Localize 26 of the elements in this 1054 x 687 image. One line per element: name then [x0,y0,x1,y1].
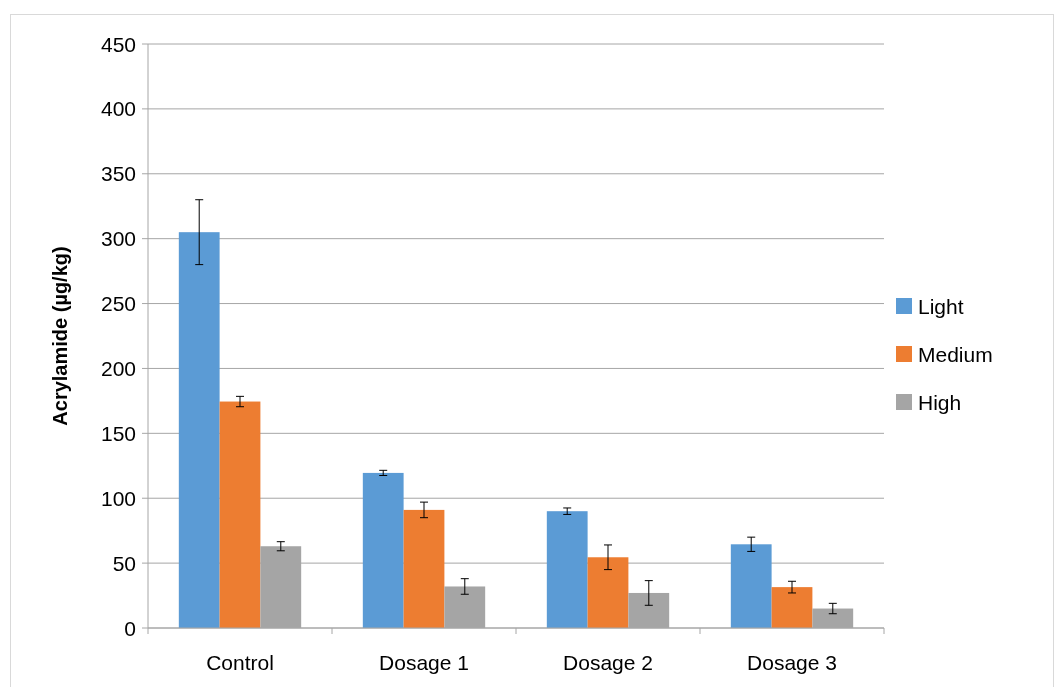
bar [771,587,813,628]
bar [730,544,772,628]
bar [219,401,261,628]
y-tick-label: 200 [100,356,136,380]
bar [178,232,220,628]
bar [587,557,629,628]
y-tick-label: 300 [100,227,136,251]
x-tick-label: Dosage 1 [379,650,469,674]
x-tick-label: Control [206,650,274,674]
y-tick-label: 150 [100,421,136,445]
bar [362,472,404,628]
bar [403,509,445,628]
y-tick-label: 0 [124,616,136,640]
y-tick-label: 400 [100,97,136,121]
legend-label: Medium [918,342,993,366]
legend-label: Light [918,294,964,318]
y-axis-title: Acrylamide (µg/kg) [49,246,71,426]
legend-label: High [918,390,962,414]
bar [546,511,588,628]
y-tick-label: 250 [100,292,136,316]
x-tick-label: Dosage 2 [563,650,653,674]
y-tick-label: 50 [112,551,136,575]
y-tick-label: 350 [100,162,136,186]
y-tick-label: 450 [100,32,136,56]
x-tick-label: Dosage 3 [747,650,837,674]
y-tick-label: 100 [100,486,136,510]
